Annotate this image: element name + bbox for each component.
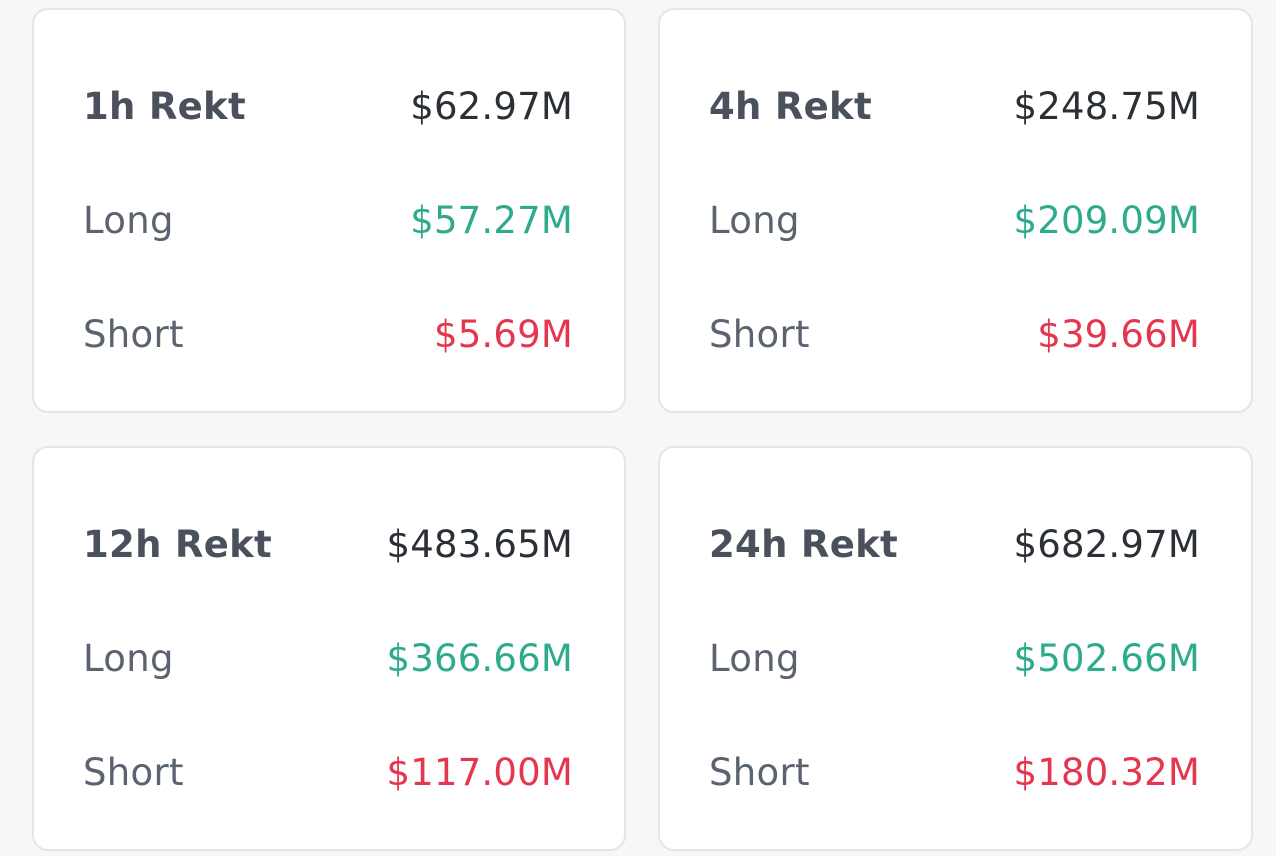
long-row: Long $57.27M (83, 195, 573, 245)
total-value: $483.65M (386, 522, 573, 566)
long-row: Long $366.66M (83, 633, 573, 683)
short-row: Short $180.32M (709, 747, 1200, 797)
short-value: $5.69M (433, 312, 573, 356)
short-row: Short $117.00M (83, 747, 573, 797)
card-title: 4h Rekt (709, 84, 872, 128)
total-value: $248.75M (1013, 84, 1200, 128)
long-value: $209.09M (1013, 198, 1200, 242)
short-label: Short (83, 312, 184, 356)
total-row: 12h Rekt $483.65M (83, 519, 573, 569)
short-label: Short (709, 750, 810, 794)
total-value: $62.97M (410, 84, 573, 128)
rekt-card-12h: 12h Rekt $483.65M Long $366.66M Short $1… (32, 446, 626, 851)
total-row: 24h Rekt $682.97M (709, 519, 1200, 569)
short-value: $117.00M (386, 750, 573, 794)
long-value: $366.66M (386, 636, 573, 680)
short-value: $39.66M (1037, 312, 1200, 356)
card-title: 24h Rekt (709, 522, 898, 566)
long-row: Long $209.09M (709, 195, 1200, 245)
long-label: Long (83, 198, 174, 242)
long-label: Long (709, 636, 800, 680)
short-label: Short (83, 750, 184, 794)
long-label: Long (709, 198, 800, 242)
card-title: 1h Rekt (83, 84, 246, 128)
short-row: Short $39.66M (709, 309, 1200, 359)
total-row: 1h Rekt $62.97M (83, 81, 573, 131)
short-value: $180.32M (1013, 750, 1200, 794)
long-value: $57.27M (410, 198, 573, 242)
card-title: 12h Rekt (83, 522, 272, 566)
long-row: Long $502.66M (709, 633, 1200, 683)
long-label: Long (83, 636, 174, 680)
long-value: $502.66M (1013, 636, 1200, 680)
rekt-card-4h: 4h Rekt $248.75M Long $209.09M Short $39… (658, 8, 1253, 413)
rekt-card-24h: 24h Rekt $682.97M Long $502.66M Short $1… (658, 446, 1253, 851)
total-value: $682.97M (1013, 522, 1200, 566)
short-row: Short $5.69M (83, 309, 573, 359)
total-row: 4h Rekt $248.75M (709, 81, 1200, 131)
short-label: Short (709, 312, 810, 356)
rekt-card-1h: 1h Rekt $62.97M Long $57.27M Short $5.69… (32, 8, 626, 413)
